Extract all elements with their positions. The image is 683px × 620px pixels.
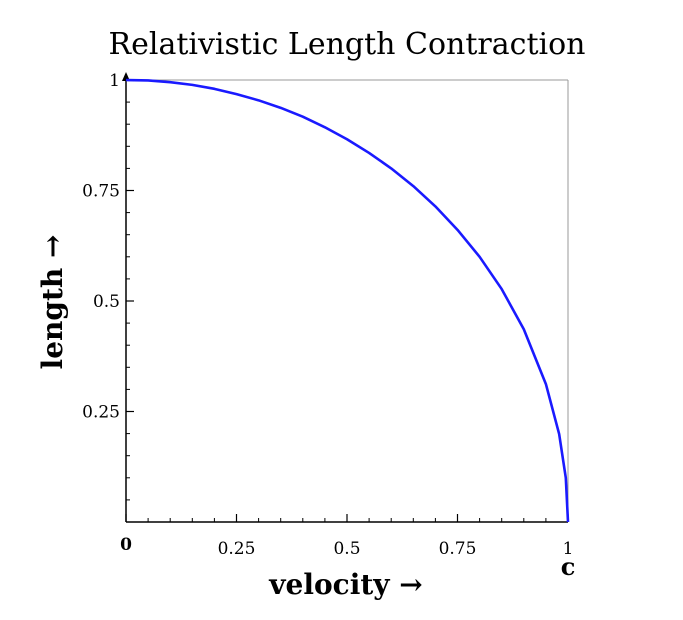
x-axis-title: velocity → (268, 568, 423, 601)
x-tick-label: 0.25 (218, 539, 256, 559)
chart-title: Relativistic Length Contraction (109, 27, 586, 62)
y-tick-label: 0.5 (93, 292, 120, 312)
series-group (125, 78, 570, 523)
x-tick-label: 0.75 (439, 539, 477, 559)
minor-ticks (126, 101, 547, 522)
x-axis-ticks: 0 0.25 0.5 0.75 1 (120, 514, 573, 559)
x-tick-label: 0.5 (333, 539, 360, 559)
x-tick-label: 0 (120, 535, 132, 555)
y-tick-label: 0.75 (82, 182, 120, 202)
y-tick-label: 1 (109, 71, 120, 91)
y-axis-title: length → (36, 235, 69, 370)
x-unit-label: c (561, 552, 576, 581)
y-axis-ticks: 0.25 0.5 0.75 1 (82, 71, 134, 423)
series-line (125, 78, 570, 523)
y-tick-label: 0.25 (82, 403, 120, 423)
x-tick-label: 1 (563, 539, 574, 559)
